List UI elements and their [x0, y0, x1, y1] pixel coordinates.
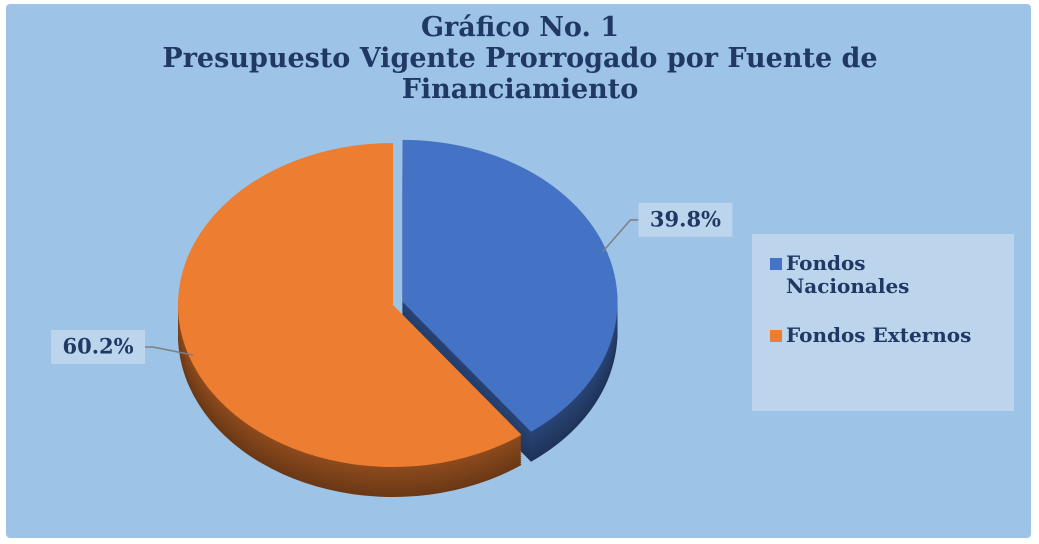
legend-entry: Fondos Nacionales — [770, 252, 1004, 298]
chart-title: Gráfico No. 1 — [420, 12, 620, 43]
data-label-box — [51, 330, 146, 365]
slice — [178, 143, 522, 468]
legend-label: Fondos Nacionales — [786, 251, 910, 298]
legend-swatch — [770, 258, 782, 270]
legend-entry: Fondos Externos — [770, 324, 1004, 347]
leader-line — [145, 346, 194, 356]
data-label: 39.8% — [650, 206, 721, 231]
data-label: 60.2% — [62, 334, 133, 359]
data-label-box — [638, 202, 733, 237]
legend-label: Fondos Externos — [786, 323, 972, 347]
title-block: Gráfico No. 1 Presupuesto Vigente Prorro… — [150, 12, 890, 105]
legend-swatch — [770, 330, 782, 342]
leader-line — [601, 219, 639, 253]
legend: Fondos Nacionales Fondos Externos — [752, 234, 1014, 411]
slice — [402, 139, 618, 432]
chart-subtitle: Presupuesto Vigente Prorrogado por Fuent… — [162, 43, 878, 105]
